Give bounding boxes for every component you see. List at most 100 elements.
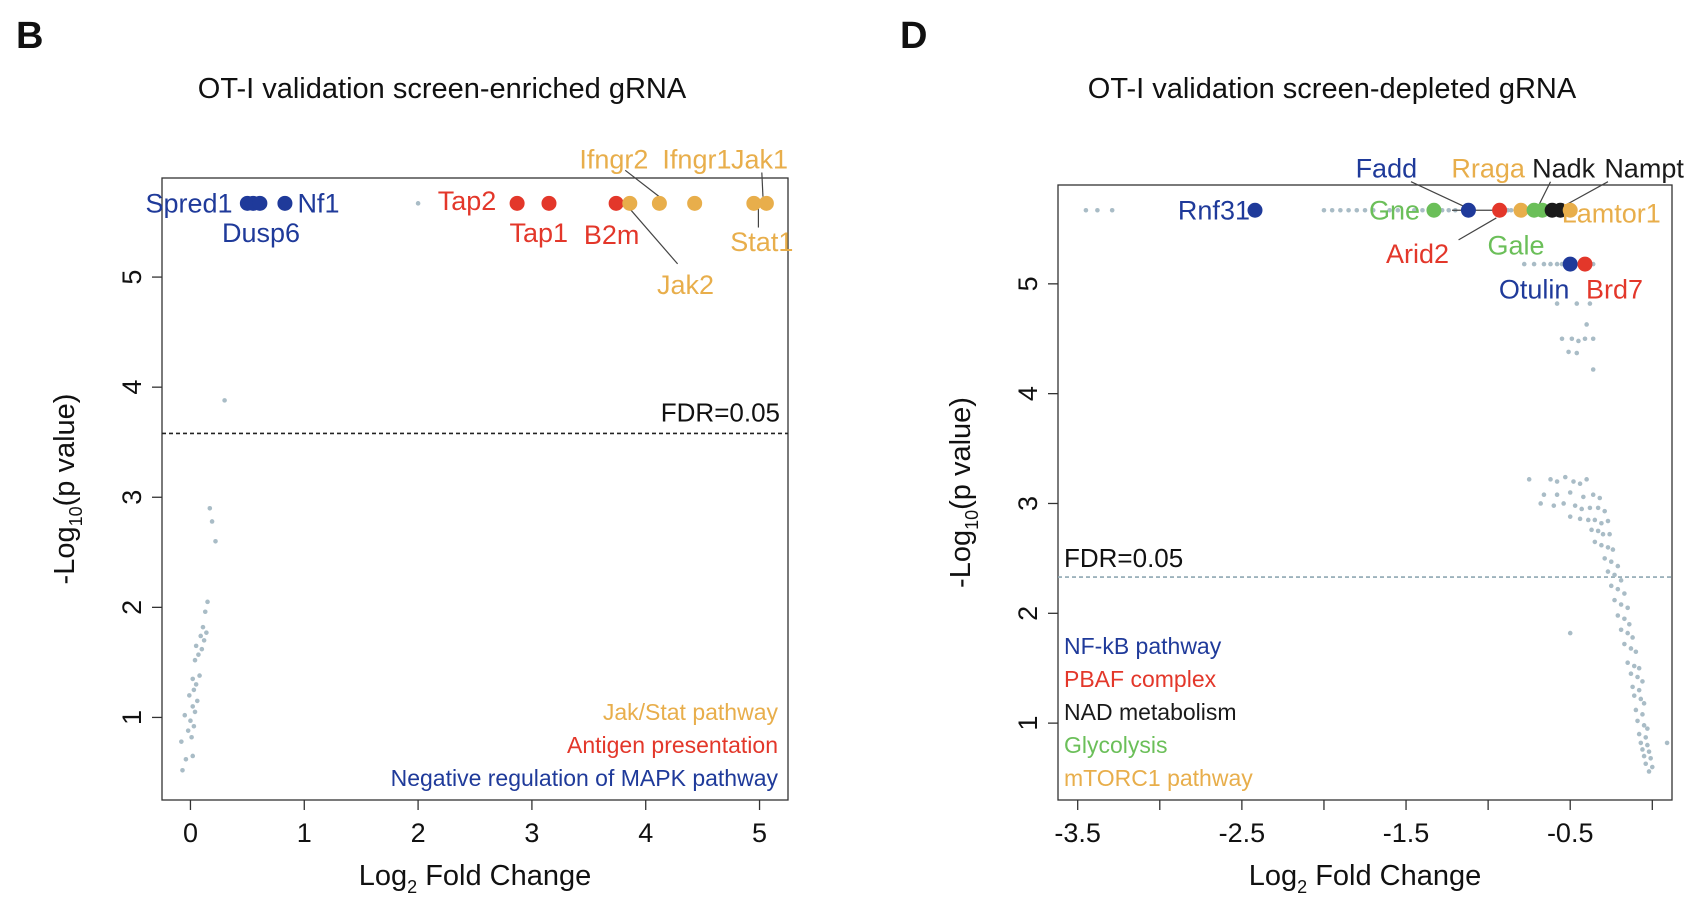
background-point xyxy=(1567,630,1573,636)
background-point xyxy=(1630,635,1635,640)
background-point xyxy=(179,739,184,744)
y-axis-label: -Log10(p value) xyxy=(49,394,86,585)
background-point xyxy=(207,505,213,511)
background-point xyxy=(1622,641,1627,647)
background-point xyxy=(1584,322,1589,327)
background-point xyxy=(1329,207,1335,213)
leader-line xyxy=(629,208,679,265)
background-point xyxy=(209,519,215,524)
background-point xyxy=(1636,687,1642,693)
y-tick-label: 3 xyxy=(1013,496,1043,511)
background-point xyxy=(1554,479,1560,484)
background-point xyxy=(1615,586,1621,592)
background-point xyxy=(1109,207,1115,213)
background-point xyxy=(1574,301,1580,306)
background-point xyxy=(1411,207,1417,213)
background-point xyxy=(1595,528,1601,534)
background-point xyxy=(1631,663,1637,669)
background-point xyxy=(1562,474,1568,480)
background-point xyxy=(1321,207,1327,213)
highlight-point-antigen xyxy=(509,195,525,211)
background-point xyxy=(1508,207,1514,213)
x-axis-label: Log2 Fold Change xyxy=(1249,860,1482,897)
y-axis-label: -Log10(p value) xyxy=(945,397,982,588)
legend-entry: NAD metabolism xyxy=(1064,699,1237,725)
background-point xyxy=(1577,516,1583,522)
background-point xyxy=(192,709,198,715)
background-point xyxy=(1521,261,1527,267)
background-point xyxy=(1625,630,1630,636)
background-point xyxy=(1571,479,1576,484)
x-tick-label: 1 xyxy=(297,818,312,848)
gene-label: Otulin xyxy=(1499,274,1570,304)
highlight-point-glycolysis xyxy=(1426,202,1442,218)
gene-label: Dusp6 xyxy=(222,218,300,248)
background-point xyxy=(197,673,202,678)
highlight-point-antigen xyxy=(541,195,557,211)
background-point xyxy=(192,657,198,663)
background-point xyxy=(1551,503,1557,508)
gene-label: Tap2 xyxy=(438,186,497,216)
background-point xyxy=(1640,747,1645,752)
background-point xyxy=(200,624,206,630)
background-point xyxy=(213,538,218,544)
background-point xyxy=(1387,207,1392,213)
background-point xyxy=(190,704,196,709)
background-point xyxy=(191,723,197,729)
background-point xyxy=(1589,527,1594,533)
background-point xyxy=(185,728,191,733)
background-point xyxy=(1582,336,1588,342)
background-point xyxy=(190,676,196,682)
highlight-point-pbaf xyxy=(1492,202,1508,218)
leader-line xyxy=(1410,181,1466,208)
x-tick-label: -0.5 xyxy=(1547,818,1594,848)
legend-entry: Jak/Stat pathway xyxy=(603,699,779,725)
background-point xyxy=(1605,518,1611,524)
background-point xyxy=(1579,506,1585,512)
background-point xyxy=(1640,679,1645,684)
background-point xyxy=(1420,207,1425,213)
x-tick-label: -3.5 xyxy=(1054,818,1101,848)
background-point xyxy=(1548,261,1553,267)
x-tick-label: -2.5 xyxy=(1219,818,1266,848)
background-point xyxy=(1541,261,1547,267)
background-point xyxy=(1635,674,1640,680)
y-tick-label: 1 xyxy=(117,710,147,725)
leader-line xyxy=(1458,217,1497,241)
background-point xyxy=(1370,207,1376,213)
background-point xyxy=(1605,569,1611,574)
background-point xyxy=(1338,207,1343,213)
background-point xyxy=(1567,514,1573,519)
background-point xyxy=(1602,508,1607,514)
legend-entry: Negative regulation of MAPK pathway xyxy=(391,765,779,791)
highlight-point-nfkb xyxy=(1460,202,1476,218)
gene-label: Lamtor1 xyxy=(1562,199,1661,229)
gene-label: Nf1 xyxy=(297,188,339,218)
background-point xyxy=(1559,336,1565,342)
background-point xyxy=(1531,261,1537,267)
gene-label: Brd7 xyxy=(1586,274,1643,304)
background-point xyxy=(1541,492,1547,497)
fdr-label: FDR=0.05 xyxy=(661,397,780,427)
background-point xyxy=(1635,718,1640,724)
background-point xyxy=(1633,649,1639,655)
background-point xyxy=(194,698,200,704)
background-point xyxy=(190,753,196,759)
background-point xyxy=(1354,207,1360,213)
background-point xyxy=(196,652,201,657)
gene-label: B2m xyxy=(584,220,640,250)
background-point xyxy=(1630,684,1635,690)
gene-label: Stat1 xyxy=(730,227,793,257)
background-point xyxy=(1584,477,1589,482)
x-tick-label: 0 xyxy=(183,818,198,848)
y-tick-label: 1 xyxy=(1013,716,1043,731)
background-point xyxy=(1643,735,1649,740)
highlight-point-mapk xyxy=(252,195,268,211)
background-point xyxy=(415,201,421,206)
gene-label: Jak1 xyxy=(731,144,788,174)
y-axis-label-rest: (p value) xyxy=(49,394,81,507)
y-tick-label: 4 xyxy=(117,380,147,395)
background-point xyxy=(1592,517,1598,523)
background-point xyxy=(1574,350,1580,356)
background-point xyxy=(193,643,199,649)
